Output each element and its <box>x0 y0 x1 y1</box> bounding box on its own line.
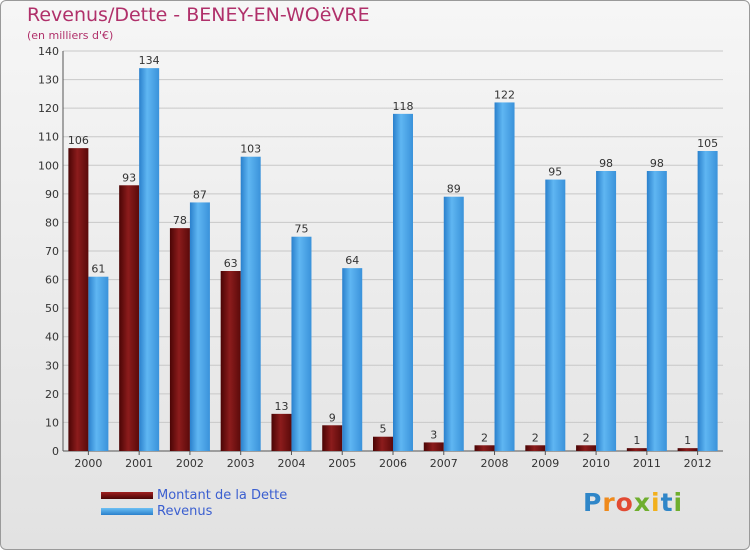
bar-revenus <box>342 268 363 451</box>
bar-dette <box>677 448 698 451</box>
data-label-revenus: 64 <box>345 254 359 267</box>
x-tick-label: 2010 <box>582 457 610 470</box>
bar-dette <box>525 445 546 451</box>
data-label-dette: 3 <box>430 428 437 441</box>
data-label-dette: 2 <box>583 431 590 444</box>
data-label-revenus: 103 <box>240 143 261 156</box>
y-tick-label: 90 <box>45 188 59 201</box>
bar-revenus <box>291 236 312 451</box>
x-tick-label: 2005 <box>328 457 356 470</box>
y-tick-label: 80 <box>45 216 59 229</box>
data-label-dette: 9 <box>329 411 336 424</box>
data-label-revenus: 118 <box>393 100 414 113</box>
data-label-dette: 2 <box>532 431 539 444</box>
bar-revenus <box>494 102 515 451</box>
y-tick-label: 130 <box>38 74 59 87</box>
x-tick-label: 2011 <box>633 457 661 470</box>
y-tick-label: 0 <box>52 445 59 458</box>
data-label-dette: 5 <box>380 423 387 436</box>
data-label-revenus: 87 <box>193 188 207 201</box>
bar-dette <box>626 448 647 451</box>
logo-letter: r <box>602 488 616 517</box>
proxiti-logo: Proxiti <box>583 488 683 517</box>
x-tick-label: 2012 <box>684 457 712 470</box>
bar-revenus <box>697 151 718 451</box>
logo-letter: P <box>583 488 603 517</box>
x-tick-label: 2000 <box>74 457 102 470</box>
x-tick-label: 2003 <box>227 457 255 470</box>
bar-dette <box>474 445 495 451</box>
data-label-dette: 2 <box>481 431 488 444</box>
data-label-dette: 93 <box>122 171 136 184</box>
bar-revenus <box>139 68 160 452</box>
y-tick-label: 20 <box>45 388 59 401</box>
data-label-revenus: 134 <box>139 54 160 67</box>
data-label-dette: 13 <box>274 400 288 413</box>
x-tick-label: 2001 <box>125 457 153 470</box>
bar-dette <box>423 442 444 451</box>
data-label-revenus: 105 <box>697 137 718 150</box>
bar-revenus <box>596 171 617 451</box>
bar-dette <box>373 436 393 451</box>
bar-revenus <box>545 179 566 452</box>
bar-revenus <box>443 196 464 451</box>
data-label-dette: 106 <box>68 134 89 147</box>
bar-revenus <box>393 113 413 451</box>
y-tick-label: 60 <box>45 274 59 287</box>
bar-revenus <box>240 156 261 451</box>
y-tick-label: 110 <box>38 131 59 144</box>
y-tick-label: 140 <box>38 45 59 58</box>
bar-dette <box>119 185 140 452</box>
data-label-dette: 1 <box>684 434 691 447</box>
y-tick-label: 10 <box>45 416 59 429</box>
legend-label-revenus: Revenus <box>157 504 213 519</box>
data-label-revenus: 98 <box>650 157 664 170</box>
data-label-dette: 63 <box>224 257 238 270</box>
y-tick-label: 40 <box>45 331 59 344</box>
data-label-revenus: 61 <box>91 263 105 276</box>
bar-dette <box>169 228 190 451</box>
data-label-revenus: 75 <box>294 223 308 236</box>
bar-dette <box>576 445 597 451</box>
bar-revenus <box>646 171 667 451</box>
y-tick-label: 120 <box>38 102 59 115</box>
bar-dette <box>220 271 241 451</box>
x-tick-label: 2004 <box>277 457 305 470</box>
x-tick-label: 2008 <box>481 457 509 470</box>
x-tick-label: 2009 <box>531 457 559 470</box>
logo-letter: i <box>651 488 661 517</box>
data-label-revenus: 95 <box>548 166 562 179</box>
bar-revenus <box>88 276 109 451</box>
bar-dette <box>322 425 343 451</box>
x-tick-label: 2002 <box>176 457 204 470</box>
y-tick-label: 30 <box>45 359 59 372</box>
y-tick-label: 70 <box>45 245 59 258</box>
data-label-revenus: 98 <box>599 157 613 170</box>
data-label-revenus: 122 <box>494 88 515 101</box>
data-label-revenus: 89 <box>447 183 461 196</box>
legend-swatch-dette <box>101 492 153 499</box>
bar-dette <box>271 413 292 451</box>
x-tick-label: 2006 <box>379 457 407 470</box>
chart-title: Revenus/Dette - BENEY-EN-WOëVRE <box>27 4 370 26</box>
logo-letter: i <box>673 488 684 517</box>
legend-swatch-revenus <box>101 508 153 515</box>
logo-letter: o <box>615 488 634 517</box>
bar-dette <box>68 148 89 451</box>
data-label-dette: 1 <box>633 434 640 447</box>
logo-letter: t <box>660 488 674 517</box>
y-tick-label: 50 <box>45 302 59 315</box>
y-tick-label: 100 <box>38 159 59 172</box>
x-tick-label: 2007 <box>430 457 458 470</box>
bar-revenus <box>189 202 210 451</box>
data-label-dette: 78 <box>173 214 187 227</box>
chart-subtitle: (en milliers d'€) <box>27 29 114 42</box>
legend-label-dette: Montant de la Dette <box>157 488 288 503</box>
bar-chart: 0 10 20 30 40 50 60 70 80 90 100 110 120 130 140 106 61 2… <box>38 45 723 470</box>
logo-letter: x <box>633 488 651 517</box>
